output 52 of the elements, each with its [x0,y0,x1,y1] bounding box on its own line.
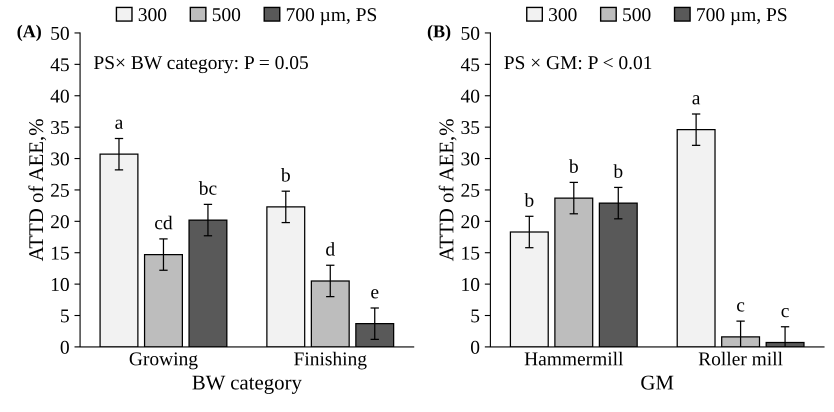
y-axis-title: ATTD of AEE,% [438,119,457,262]
annotation: PS× BW category: P = 0.05 [94,56,308,74]
y-tick-label: 50 [462,26,480,40]
y-tick-label: 20 [461,215,480,228]
data-label: bc [198,181,217,195]
data-label: a [115,120,124,129]
legend-label: 700 µm, PS [286,8,376,26]
data-label: a [692,95,700,104]
legend-label: 500 [212,8,240,22]
y-tick-label: 35 [51,121,69,134]
y-tick-label: 40 [460,90,480,103]
data-label: b [280,168,290,182]
chart-title: (A) [17,24,41,42]
legend-label: 300 [138,8,166,22]
x-tick-label: Growing [130,352,198,370]
y-tick-label: 25 [51,184,69,197]
data-label: b [568,159,578,173]
legend-label: 500 [623,8,650,22]
data-label: c [737,302,744,312]
y-tick-label: 5 [61,310,69,322]
data-label: cd [155,216,172,230]
y-tick-label: 15 [462,246,480,260]
data-label: d [326,242,335,256]
y-tick-label: 0 [60,340,69,354]
y-tick-label: 10 [462,278,480,292]
y-tick-label: 50 [51,26,69,40]
y-tick-label: 40 [50,90,69,103]
data-label: b [613,164,622,178]
y-tick-label: 45 [50,58,69,72]
legend-label: 700 µm, PS [697,8,786,26]
y-tick-label: 45 [460,58,480,72]
x-tick-label: Roller mill [698,352,783,366]
x-axis-title: GM [641,376,674,390]
y-tick-label: 5 [471,310,480,322]
y-tick-label: 30 [461,152,480,166]
chart-title: (B) [428,24,450,42]
y-tick-label: 30 [51,152,69,166]
x-tick-label: Finishing [294,352,367,370]
x-axis-title: BW category [192,376,302,394]
annotation: PS × GM: P < 0.01 [504,56,652,70]
y-tick-label: 25 [461,184,480,197]
y-tick-label: 35 [461,121,480,134]
data-label: c [781,308,789,318]
x-tick-label: Hammermill [524,352,624,366]
y-tick-label: 15 [52,246,69,260]
y-tick-label: 20 [51,215,69,228]
legend-label: 300 [549,8,577,22]
y-tick-label: 10 [52,278,69,292]
data-label: e [371,289,378,298]
y-tick-label: 0 [470,340,480,354]
data-label: b [524,193,534,207]
y-axis-title: ATTD of AEE,% [28,119,46,262]
